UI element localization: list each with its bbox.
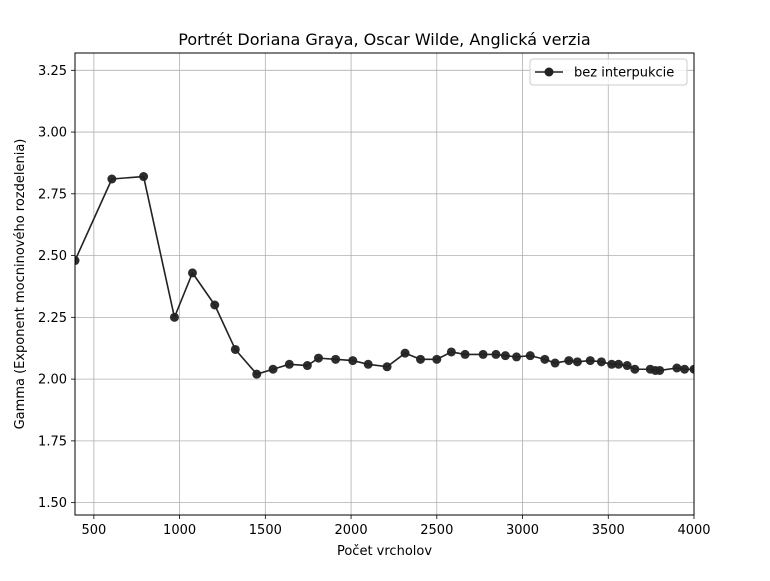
- data-point: [491, 349, 501, 359]
- data-point: [655, 365, 665, 375]
- data-point: [512, 352, 522, 362]
- data-point: [689, 364, 694, 374]
- data-point: [107, 174, 117, 184]
- legend-marker: [544, 67, 554, 77]
- data-point: [432, 354, 442, 364]
- data-point: [400, 348, 410, 358]
- data-point: [313, 353, 323, 363]
- data-point: [75, 256, 80, 266]
- data-point: [230, 344, 240, 354]
- x-tick-label: 1000: [163, 523, 196, 538]
- data-point: [416, 354, 426, 364]
- legend-label: bez interpukcie: [574, 66, 674, 81]
- x-axis-title: Počet vrcholov: [337, 544, 432, 559]
- data-point: [210, 300, 220, 310]
- y-tick-label: 3.25: [38, 64, 67, 79]
- data-point: [672, 363, 682, 373]
- data-point: [585, 356, 595, 366]
- y-tick-label: 3.00: [38, 126, 67, 141]
- data-point: [363, 359, 373, 369]
- data-point: [252, 369, 262, 379]
- data-point: [607, 359, 617, 369]
- y-tick-label: 1.75: [38, 434, 67, 449]
- data-point: [446, 347, 456, 357]
- chart-title: Portrét Doriana Graya, Oscar Wilde, Angl…: [178, 30, 590, 49]
- y-tick-label: 2.00: [38, 373, 67, 388]
- data-point: [680, 364, 690, 374]
- data-point: [572, 357, 582, 367]
- data-point: [284, 359, 294, 369]
- data-point: [187, 268, 197, 278]
- data-point: [268, 364, 278, 374]
- series-layer: [75, 172, 694, 379]
- x-tick-label: 3500: [592, 523, 625, 538]
- x-tick-label: 500: [81, 523, 106, 538]
- axes: 500 1000 1500 2000 2500 3000 3500 4000 1.50 1.75 2…: [38, 64, 711, 538]
- y-tick-label: 2.25: [38, 311, 67, 326]
- data-point: [478, 349, 488, 359]
- data-point: [302, 361, 312, 371]
- plot-frame: [74, 52, 695, 516]
- x-tick-label: 2000: [335, 523, 368, 538]
- data-point: [622, 361, 632, 371]
- legend: bez interpukcie: [529, 58, 688, 86]
- x-tick-label: 4000: [677, 523, 710, 538]
- data-point: [525, 351, 535, 361]
- data-point: [500, 351, 510, 361]
- data-point: [614, 359, 624, 369]
- data-point: [630, 364, 640, 374]
- data-point: [540, 354, 550, 364]
- data-point: [348, 356, 358, 366]
- data-point: [596, 357, 606, 367]
- data-point: [460, 349, 470, 359]
- legend-frame: [529, 58, 688, 86]
- y-tick-label: 2.50: [38, 249, 67, 264]
- y-tick-label: 1.50: [38, 496, 67, 511]
- y-tick-label: 2.75: [38, 187, 67, 202]
- x-tick-label: 2500: [420, 523, 453, 538]
- data-point: [331, 354, 341, 364]
- y-axis-title: Gamma (Exponent mocninového rozdelenia): [13, 139, 28, 430]
- x-tick-label: 3000: [506, 523, 539, 538]
- data-point: [550, 358, 560, 368]
- data-point: [169, 312, 179, 322]
- data-point: [382, 362, 392, 372]
- data-point: [564, 356, 574, 366]
- data-point: [139, 172, 149, 182]
- x-tick-label: 1500: [249, 523, 282, 538]
